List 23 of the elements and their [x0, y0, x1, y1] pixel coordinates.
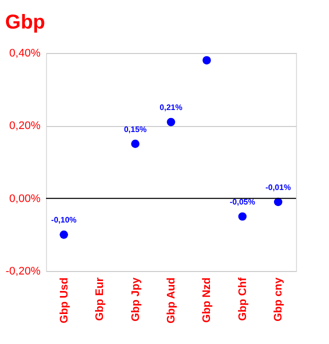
x-tick-label: Gbp Jpy [130, 276, 142, 322]
y-tick-label: -0,20% [6, 266, 41, 278]
x-tick-label: Gbp Aud [166, 278, 178, 324]
y-tick-label: 0,00% [9, 192, 41, 205]
point [274, 198, 282, 206]
x-tick-label: Gbp cny [272, 276, 285, 322]
data-label: 0,15% [124, 124, 147, 134]
point [202, 56, 211, 64]
point [238, 212, 247, 221]
data-label: -0,05% [230, 198, 256, 206]
x-tick-label: Gbp Chf [236, 277, 249, 321]
y-tick-label: 0,40% [9, 48, 41, 60]
data-label: 0,21% [160, 103, 182, 112]
data-label: -0,10% [51, 216, 77, 225]
point [166, 118, 176, 126]
x-tick-label: Gbp Eur [94, 276, 106, 321]
chart-title: Gbp [5, 11, 46, 34]
x-tick-label: Gbp Usd [58, 278, 70, 324]
data-label: -0,01% [265, 182, 291, 192]
point [60, 230, 68, 239]
point [131, 140, 140, 148]
x-tick-label: Gbp Nzd [201, 278, 214, 323]
y-tick-label: 0,20% [9, 120, 41, 132]
